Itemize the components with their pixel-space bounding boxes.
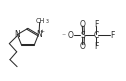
Text: F: F — [94, 42, 99, 51]
Text: O: O — [68, 31, 74, 40]
Text: S: S — [80, 31, 85, 40]
Text: 3: 3 — [45, 19, 48, 24]
Text: N: N — [36, 30, 42, 39]
Text: O: O — [80, 42, 86, 51]
Text: C: C — [94, 31, 99, 40]
Text: O: O — [80, 20, 86, 29]
Text: F: F — [110, 31, 115, 40]
Text: ⁻: ⁻ — [62, 31, 66, 40]
Text: N: N — [14, 30, 20, 39]
Text: CH: CH — [36, 18, 45, 24]
Text: +: + — [40, 29, 45, 34]
Text: F: F — [94, 20, 99, 29]
